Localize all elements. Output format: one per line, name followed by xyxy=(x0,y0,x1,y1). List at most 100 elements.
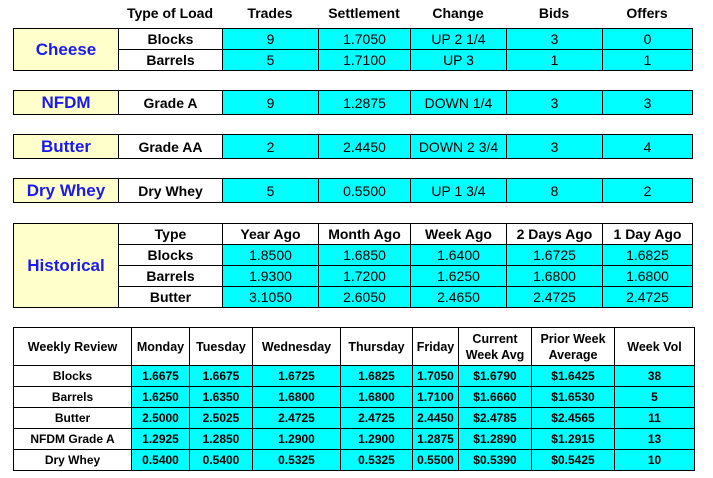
weekly-header-current-line2: Week Avg xyxy=(465,347,525,362)
nfdm-settlement: 1.2875 xyxy=(318,90,411,115)
weekly-row: Blocks 1.6675 1.6675 1.6725 1.6825 1.7050 $1.6… xyxy=(13,365,695,387)
weekly-cell-monday: 1.6250 xyxy=(131,386,190,408)
historical-blocks-2-days-ago: 1.6725 xyxy=(506,244,603,266)
weekly-cell-prior-week-average: $1.6530 xyxy=(531,386,615,408)
cheese-blocks-change: UP 2 1/4 xyxy=(410,28,507,50)
historical-butter-1-day-ago: 2.4725 xyxy=(602,286,693,308)
cheese-label: Cheese xyxy=(13,28,119,71)
weekly-cell-friday: 0.5500 xyxy=(412,449,459,471)
weekly-header-monday: Monday xyxy=(131,327,190,366)
weekly-cell-current-week-avg: $2.4785 xyxy=(458,407,532,429)
historical-blocks-week-ago: 1.6400 xyxy=(410,244,507,266)
butter-offers: 4 xyxy=(602,134,693,159)
weekly-cell-current-week-avg: $1.2890 xyxy=(458,428,532,450)
butter-settlement: 2.4450 xyxy=(318,134,411,159)
weekly-cell-friday: 1.2875 xyxy=(412,428,459,450)
weekly-cell-thursday: 1.2900 xyxy=(340,428,413,450)
header-change: Change xyxy=(432,5,484,21)
weekly-cell-tuesday: 1.6350 xyxy=(189,386,253,408)
weekly-header-review: Weekly Review xyxy=(13,327,132,366)
cheese-barrels-trades: 5 xyxy=(222,49,319,71)
historical-header-2-days-ago: 2 Days Ago xyxy=(506,223,603,245)
cheese-barrels-offers: 1 xyxy=(602,49,693,71)
historical-blocks-type: Blocks xyxy=(118,244,223,266)
cheese-table: Cheese Blocks 9 1.7050 UP 2 1/4 3 0 Barr… xyxy=(13,28,693,71)
header-bids: Bids xyxy=(538,5,570,21)
dry-whey-bids: 8 xyxy=(506,178,603,203)
weekly-header-current-week-avg: Current Week Avg xyxy=(458,327,532,366)
weekly-cell-friday: 1.7050 xyxy=(412,365,459,387)
header-type-of-load: Type of Load xyxy=(126,5,214,21)
weekly-header-current-line1: Current xyxy=(472,331,518,346)
weekly-cell-tuesday: 1.6675 xyxy=(189,365,253,387)
weekly-cell-wednesday: 1.2900 xyxy=(252,428,341,450)
weekly-cell-thursday: 1.6825 xyxy=(340,365,413,387)
historical-barrels-week-ago: 1.6250 xyxy=(410,265,507,287)
weekly-header-prior-line1: Prior Week xyxy=(540,331,606,346)
weekly-cell-wednesday: 1.6725 xyxy=(252,365,341,387)
historical-blocks-year-ago: 1.8500 xyxy=(222,244,319,266)
header-trades: Trades xyxy=(247,5,293,21)
nfdm-label: NFDM xyxy=(13,90,119,115)
weekly-cell-tuesday: 0.5400 xyxy=(189,449,253,471)
weekly-cell-wednesday: 2.4725 xyxy=(252,407,341,429)
weekly-review-body: Blocks 1.6675 1.6675 1.6725 1.6825 1.7050 $1.6… xyxy=(13,365,695,471)
weekly-cell-prior-week-average: $1.6425 xyxy=(531,365,615,387)
weekly-cell-monday: 1.2925 xyxy=(131,428,190,450)
historical-barrels-type: Barrels xyxy=(118,265,223,287)
weekly-cell-monday: 2.5000 xyxy=(131,407,190,429)
weekly-cell-current-week-avg: $1.6790 xyxy=(458,365,532,387)
nfdm-offers: 3 xyxy=(602,90,693,115)
weekly-row: NFDM Grade A 1.2925 1.2850 1.2900 1.2900 1.28… xyxy=(13,428,695,450)
dry-whey-label: Dry Whey xyxy=(13,178,119,203)
dry-whey-trades: 5 xyxy=(222,178,319,203)
historical-blocks-1-day-ago: 1.6825 xyxy=(602,244,693,266)
cheese-blocks-bids: 3 xyxy=(506,28,603,50)
cheese-barrels-type: Barrels xyxy=(118,49,223,71)
header-settlement: Settlement xyxy=(328,5,400,21)
historical-butter-2-days-ago: 2.4725 xyxy=(506,286,603,308)
weekly-header-tuesday: Tuesday xyxy=(189,327,253,366)
weekly-cell-friday: 2.4450 xyxy=(412,407,459,429)
weekly-cell-prior-week-average: $1.2915 xyxy=(531,428,615,450)
historical-header-year-ago: Year Ago xyxy=(222,223,319,245)
historical-header-1-day-ago: 1 Day Ago xyxy=(602,223,693,245)
historical-table: Historical Type Year Ago Month Ago Week … xyxy=(13,223,693,308)
historical-header-month-ago: Month Ago xyxy=(318,223,411,245)
weekly-cell-thursday: 2.4725 xyxy=(340,407,413,429)
weekly-header-friday: Friday xyxy=(412,327,459,366)
historical-butter-week-ago: 2.4650 xyxy=(410,286,507,308)
butter-type: Grade AA xyxy=(118,134,223,159)
weekly-row-label: Blocks xyxy=(13,365,132,387)
header-offers: Offers xyxy=(626,5,668,21)
nfdm-table: NFDM Grade A 9 1.2875 DOWN 1/4 3 3 xyxy=(13,90,693,115)
weekly-header-prior-week-average: Prior Week Average xyxy=(531,327,615,366)
weekly-cell-wednesday: 0.5325 xyxy=(252,449,341,471)
weekly-cell-wednesday: 1.6800 xyxy=(252,386,341,408)
cheese-blocks-settlement: 1.7050 xyxy=(318,28,411,50)
historical-barrels-2-days-ago: 1.6800 xyxy=(506,265,603,287)
weekly-row-label: Butter xyxy=(13,407,132,429)
cheese-barrels-change: UP 3 xyxy=(410,49,507,71)
historical-butter-month-ago: 2.6050 xyxy=(318,286,411,308)
weekly-row-label: NFDM Grade A xyxy=(13,428,132,450)
dry-whey-table: Dry Whey Dry Whey 5 0.5500 UP 1 3/4 8 2 xyxy=(13,178,693,203)
weekly-header-thursday: Thursday xyxy=(340,327,413,366)
butter-label: Butter xyxy=(13,134,119,159)
weekly-cell-thursday: 0.5325 xyxy=(340,449,413,471)
dry-whey-offers: 2 xyxy=(602,178,693,203)
historical-barrels-1-day-ago: 1.6800 xyxy=(602,265,693,287)
weekly-row: Dry Whey 0.5400 0.5400 0.5325 0.5325 0.5500 $0… xyxy=(13,449,695,471)
weekly-review-table: Weekly Review Monday Tuesday Wednesday T… xyxy=(13,327,695,471)
historical-blocks-month-ago: 1.6850 xyxy=(318,244,411,266)
cheese-barrels-settlement: 1.7100 xyxy=(318,49,411,71)
cheese-blocks-offers: 0 xyxy=(602,28,693,50)
cheese-blocks-type: Blocks xyxy=(118,28,223,50)
nfdm-bids: 3 xyxy=(506,90,603,115)
weekly-header-week-vol: Week Vol xyxy=(614,327,695,366)
historical-butter-year-ago: 3.1050 xyxy=(222,286,319,308)
dry-whey-change: UP 1 3/4 xyxy=(410,178,507,203)
weekly-cell-tuesday: 2.5025 xyxy=(189,407,253,429)
nfdm-type: Grade A xyxy=(118,90,223,115)
weekly-cell-prior-week-average: $2.4565 xyxy=(531,407,615,429)
